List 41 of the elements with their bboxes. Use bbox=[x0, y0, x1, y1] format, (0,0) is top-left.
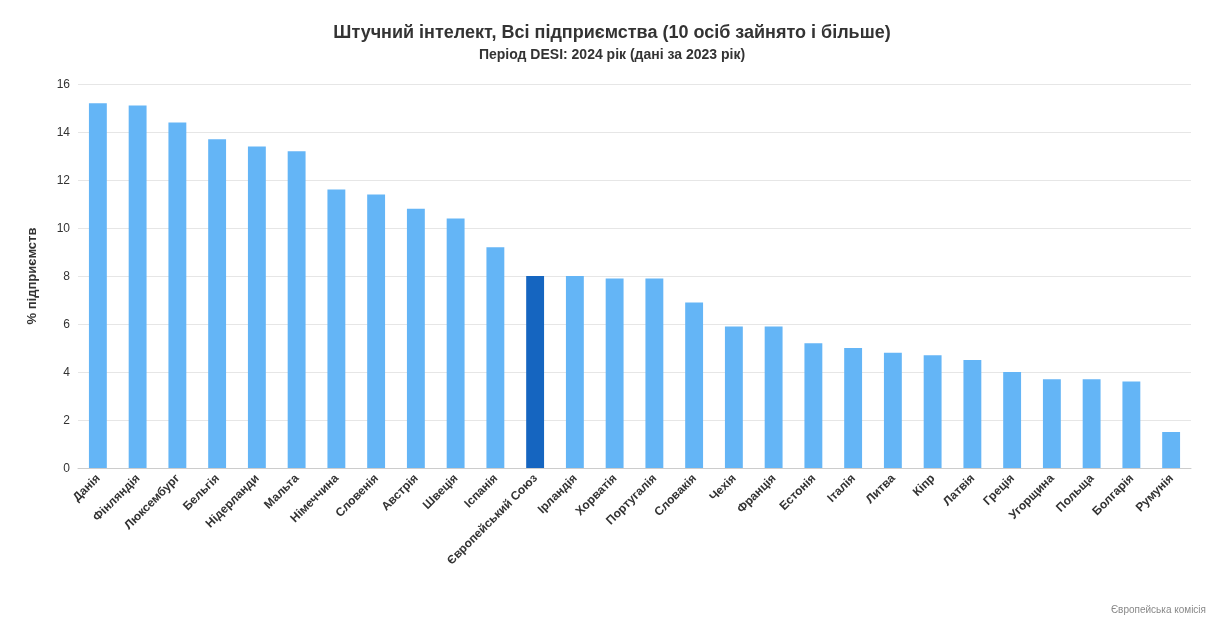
bar bbox=[486, 247, 505, 468]
bar bbox=[406, 208, 425, 468]
bar bbox=[804, 343, 823, 468]
y-tick-label: 6 bbox=[63, 317, 71, 331]
bar bbox=[88, 103, 107, 468]
bar bbox=[963, 360, 982, 468]
bar bbox=[327, 189, 346, 468]
bar bbox=[1042, 379, 1061, 468]
bar bbox=[883, 352, 902, 468]
chart-title: Штучний інтелект, Всі підприємства (10 осіб зайнято і більше) bbox=[333, 22, 891, 42]
bar bbox=[685, 302, 704, 468]
bar bbox=[1122, 381, 1141, 468]
bar bbox=[247, 146, 266, 468]
bar bbox=[367, 194, 386, 468]
y-tick-label: 16 bbox=[56, 77, 71, 91]
bar bbox=[565, 276, 584, 468]
bar bbox=[724, 326, 743, 468]
y-tick-label: 8 bbox=[63, 269, 71, 283]
bar bbox=[844, 348, 863, 468]
bar bbox=[287, 151, 306, 468]
y-tick-label: 0 bbox=[63, 461, 71, 475]
bar bbox=[1082, 379, 1101, 468]
bar bbox=[1162, 432, 1181, 468]
bar bbox=[1003, 372, 1022, 468]
bar bbox=[645, 278, 664, 468]
text: Європейська комісія bbox=[1110, 603, 1207, 615]
bar bbox=[208, 139, 227, 468]
bar bbox=[168, 122, 187, 468]
y-axis-title: % підприємств bbox=[24, 227, 39, 325]
y-tick-label: 2 bbox=[63, 413, 71, 427]
bar bbox=[128, 105, 147, 468]
bar bbox=[923, 355, 942, 468]
y-tick-label: 4 bbox=[63, 365, 71, 379]
bar bbox=[605, 278, 624, 468]
bar bbox=[764, 326, 783, 468]
chart-subtitle: Період DESI: 2024 рік (дані за 2023 рік) bbox=[478, 46, 746, 62]
y-tick-label: 14 bbox=[56, 125, 71, 139]
y-tick-label: 12 bbox=[56, 173, 71, 187]
bar bbox=[526, 276, 545, 468]
y-tick-label: 10 bbox=[56, 221, 71, 235]
bar bbox=[446, 218, 465, 468]
